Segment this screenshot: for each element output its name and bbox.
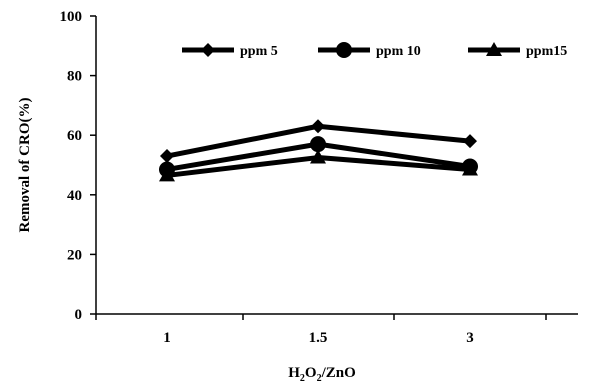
- x-tick-label: 1: [163, 330, 171, 346]
- legend-label: ppm 5: [240, 44, 278, 59]
- x-label-sub-2b: 2: [317, 373, 322, 384]
- legend-item: ppm 5: [182, 43, 278, 59]
- x-label-rest: /ZnO: [321, 365, 356, 381]
- y-axis-label: Removal of CRO(%): [17, 98, 33, 233]
- x-label-sub-2a: 2: [300, 373, 305, 384]
- legend-marker: [336, 42, 352, 58]
- series-ppm15: [159, 149, 478, 182]
- x-label-h: H: [288, 365, 300, 381]
- data-point: [463, 134, 477, 149]
- y-tick-label: 40: [67, 188, 82, 204]
- legend: ppm 5 ppm 10 ppm15: [182, 42, 567, 59]
- x-tick-label: 1.5: [309, 330, 328, 346]
- data-point: [310, 149, 326, 164]
- axes: [95, 16, 578, 315]
- legend-marker: [486, 42, 502, 56]
- data-point: [310, 136, 326, 153]
- data-point: [160, 149, 174, 164]
- legend-item: ppm 10: [318, 42, 421, 59]
- y-tick-label: 20: [67, 247, 82, 263]
- legend-item: ppm15: [468, 42, 567, 59]
- y-ticks: 0 20 40 60 80 100: [60, 9, 96, 323]
- y-tick-label: 80: [67, 69, 82, 85]
- series-ppm-5: [160, 119, 477, 164]
- data-point: [159, 167, 175, 182]
- series-group: [159, 119, 478, 182]
- data-point: [462, 161, 478, 176]
- legend-label: ppm 10: [376, 44, 421, 59]
- x-tick-label: 3: [466, 330, 474, 346]
- series-ppm-10: [159, 136, 478, 178]
- x-ticks: 1 1.5 3: [95, 314, 547, 346]
- y-tick-label: 0: [75, 307, 83, 323]
- x-label-o: O: [305, 365, 317, 381]
- data-point: [311, 119, 325, 134]
- x-axis-label: H2O2/ZnO: [288, 365, 356, 384]
- y-tick-label: 100: [60, 9, 83, 25]
- legend-label: ppm15: [526, 44, 567, 59]
- legend-marker: [201, 43, 215, 57]
- y-tick-label: 60: [67, 128, 82, 144]
